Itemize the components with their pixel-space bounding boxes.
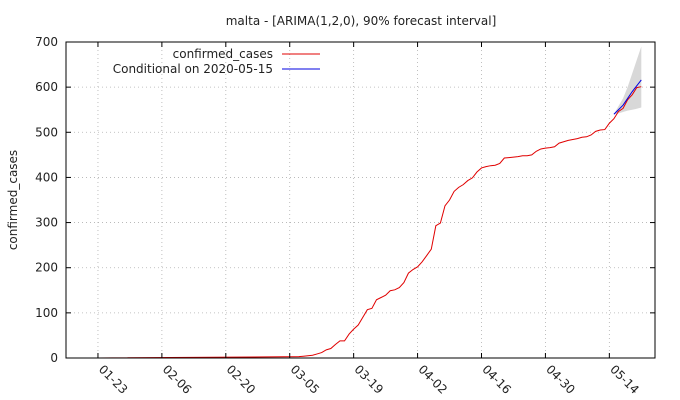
legend-label: Conditional on 2020-05-15 [113, 62, 273, 76]
x-tick-label: 04-02 [415, 362, 450, 397]
x-tick-label: 03-05 [288, 362, 323, 397]
x-tick-label: 01-23 [96, 362, 131, 397]
x-tick-label: 05-14 [607, 362, 642, 397]
x-tick-label: 02-20 [224, 362, 259, 397]
series-line-2 [613, 79, 642, 115]
x-tick-label: 04-30 [543, 362, 578, 397]
y-tick-label: 200 [35, 261, 58, 275]
series-line-1 [97, 86, 642, 359]
y-tick-label: 700 [35, 35, 58, 49]
chart-title: malta - [ARIMA(1,2,0), 90% forecast inte… [226, 14, 497, 28]
y-axis-label: confirmed_cases [6, 150, 20, 250]
legend-label: confirmed_cases [173, 47, 273, 61]
x-axis-ticks: 01-23 02-06 02-20 03-05 03-19 04-02 04-16 04-30… [96, 42, 642, 397]
x-tick-label: 04-16 [479, 362, 514, 397]
forecast-band-group [613, 46, 642, 115]
forecast-interval-band [613, 46, 642, 115]
x-tick-label: 02-06 [160, 362, 195, 397]
y-tick-label: 100 [35, 306, 58, 320]
y-tick-label: 500 [35, 125, 58, 139]
y-axis-ticks: 0 100 200 300 400 500 600 700 [35, 35, 655, 365]
y-tick-label: 600 [35, 80, 58, 94]
y-tick-label: 0 [50, 351, 58, 365]
plot-frame [65, 41, 656, 359]
grid-lines [66, 42, 655, 358]
x-tick-label: 03-19 [352, 362, 387, 397]
y-tick-label: 300 [35, 216, 58, 230]
series-lines [97, 79, 642, 359]
y-tick-label: 400 [35, 170, 58, 184]
